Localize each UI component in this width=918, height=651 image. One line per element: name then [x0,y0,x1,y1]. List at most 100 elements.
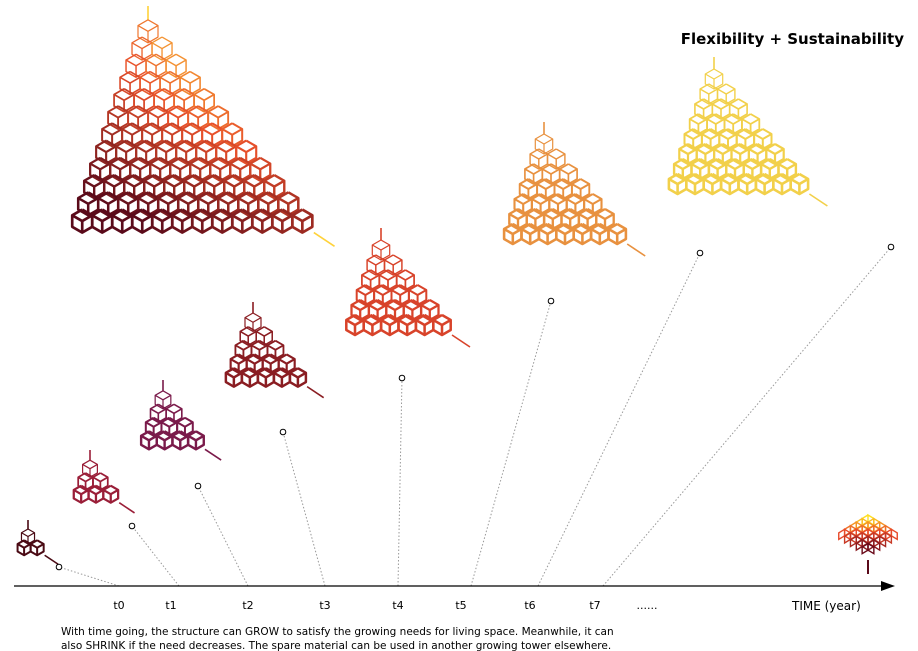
lattice-strut [175,59,187,67]
lattice-strut [217,196,229,205]
lattice-strut [271,214,283,223]
lattice-strut [254,358,264,365]
lattice-strut [147,110,159,119]
lattice-strut [543,138,553,145]
lattice-strut [231,128,243,136]
lattice-strut [590,227,601,236]
lattice-strut [359,304,370,311]
lattice-strut [147,196,159,205]
lattice-strut [571,183,582,190]
lattice-strut [207,110,219,119]
lattice-strut [397,318,408,327]
lattice-strut [587,212,597,221]
lattice-strut [231,214,243,223]
lattice-strut [538,153,548,160]
lattice-strut [162,394,172,401]
lattice-strut [706,118,717,125]
lattice-strut [578,212,589,221]
lattice-strut [604,212,615,221]
lattice-strut [522,198,533,205]
lattice-strut [135,145,147,153]
lattice-strut [387,274,398,281]
lattice-strut [682,162,693,171]
lattice-strut [301,214,313,223]
lattice-strut [713,148,724,155]
lattice-strut [185,145,197,153]
lattice-strut [261,214,273,223]
lattice-strut [273,179,285,188]
lattice-strut [668,177,679,186]
lattice-strut [717,88,727,95]
lattice-strut [230,358,240,365]
lattice-strut [717,162,727,171]
lattice-strut [21,532,29,538]
lattice-strut [238,358,248,365]
lattice-strut [736,133,746,140]
lattice-strut [750,118,760,125]
lattice-strut [159,162,171,171]
lattice-strut [765,148,776,155]
lattice-strut [547,153,557,160]
lattice-strut [531,198,542,205]
lattice-strut [529,153,540,160]
lattice-strut [724,118,734,125]
lattice-strut [370,274,380,281]
lattice-strut [150,408,159,414]
lattice-strut [517,212,528,221]
lattice-strut [772,177,783,186]
lattice-strut [574,198,585,205]
lattice-strut [255,330,265,337]
lattice-strut [543,212,554,221]
lattice-strut [153,93,165,102]
lattice-strut [244,317,254,323]
lattice-strut [113,93,125,102]
lattice-strut [399,289,410,296]
lattice-strut [753,133,764,140]
lattice-strut [117,196,129,205]
lattice-strut [699,162,710,171]
lattice-strut [179,162,191,171]
lattice-strut [546,227,557,236]
lattice-strut [107,196,119,205]
lattice-strut [259,162,271,171]
lattice-strut [154,394,164,401]
lattice-strut [534,212,545,221]
marker-t0 [55,563,63,571]
lattice-strut [687,148,698,155]
lattice-strut [17,543,25,549]
lattice-strut [366,259,377,266]
lattice-strut [265,371,275,379]
lattice-strut [725,162,736,171]
lattice-strut [93,179,105,188]
lattice-strut [763,177,774,186]
lattice-strut [145,59,157,67]
lattice-strut [583,198,594,205]
leader-line-t3 [282,431,326,587]
marker-t1 [128,522,136,530]
lattice-strut [441,318,452,327]
lattice-strut [538,227,549,236]
lattice-strut [165,145,177,153]
lattice-strut [704,148,715,155]
lattice-strut [148,434,158,442]
lattice-strut [73,488,82,496]
lattice-strut [708,162,719,171]
lattice-strut [151,214,163,223]
lattice-strut [741,118,752,125]
lattice-strut [573,227,584,236]
lattice-strut [711,103,722,110]
lattice-strut [580,183,590,190]
cluster-cube [838,528,845,541]
lattice-strut [368,304,379,311]
cluster-cube [884,531,893,545]
lattice-strut [137,25,149,32]
lattice-strut [161,42,173,50]
lattice-strut [423,318,434,327]
lattice-strut [156,434,166,442]
lattice-strut [391,289,401,296]
lattice-strut [123,179,135,188]
lattice-strut [173,179,185,188]
lattice-strut [287,196,299,205]
marker-t6 [696,249,704,257]
lattice-strut [123,93,135,102]
